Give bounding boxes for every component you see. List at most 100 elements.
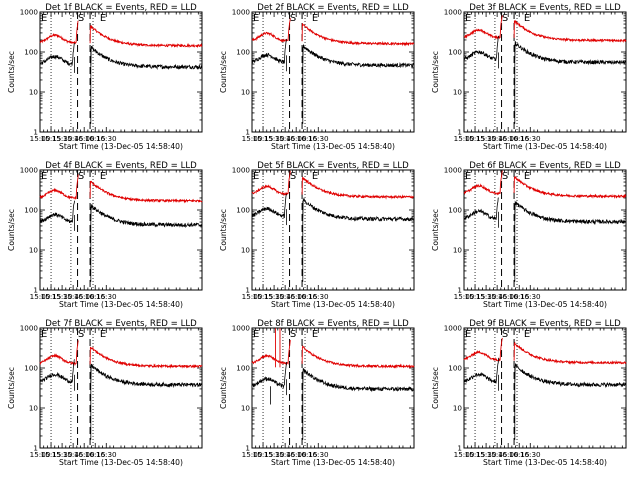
y-tick-label: 10 bbox=[453, 88, 463, 97]
x-tick-label: 16:15 bbox=[297, 450, 318, 459]
panel-9: Det 9f BLACK = Events, RED = LLD 1 10 100 10… bbox=[431, 319, 627, 467]
y-tick-label: 10 bbox=[453, 404, 463, 413]
plot-frame bbox=[251, 11, 415, 133]
x-axis-label: Start Time (13-Dec-05 14:58:40) bbox=[483, 300, 607, 309]
y-tick-label: 10 bbox=[241, 88, 251, 97]
panel-title: Det 5f BLACK = Events, RED = LLD bbox=[257, 161, 409, 171]
y-tick-label: 100 bbox=[448, 206, 462, 215]
panel-title: Det 3f BLACK = Events, RED = LLD bbox=[469, 3, 621, 13]
x-tick-label: 15:30 bbox=[476, 134, 497, 143]
y-tick-label: 1000 bbox=[20, 166, 39, 175]
x-axis-label: Start Time (13-Dec-05 14:58:40) bbox=[271, 300, 395, 309]
panel-title: Det 8f BLACK = Events, RED = LLD bbox=[257, 319, 409, 329]
x-tick-label: 16:30 bbox=[308, 134, 329, 143]
marker-e: E bbox=[253, 13, 259, 24]
marker-e: E bbox=[465, 13, 471, 24]
marker-s: S bbox=[502, 329, 508, 340]
y-tick-label: 10 bbox=[29, 88, 39, 97]
lld-series-line bbox=[251, 340, 415, 369]
events-series-line bbox=[251, 38, 415, 69]
x-tick-label: 15:00 bbox=[30, 134, 51, 143]
x-tick-label: 16:00 bbox=[286, 450, 307, 459]
marker-e: E bbox=[41, 13, 47, 24]
y-tick-label: 1000 bbox=[20, 8, 39, 17]
events-series-line bbox=[39, 359, 203, 389]
x-tick-label: 15:45 bbox=[275, 450, 296, 459]
y-tick-label: 1000 bbox=[444, 8, 463, 17]
lld-series-line bbox=[463, 170, 627, 199]
x-tick-label: 16:00 bbox=[74, 134, 95, 143]
marker-e: E bbox=[524, 13, 530, 24]
y-tick-label: 1000 bbox=[232, 324, 251, 333]
x-tick-label: 15:15 bbox=[465, 134, 486, 143]
x-tick-label: 15:15 bbox=[253, 450, 274, 459]
lld-series-line bbox=[39, 20, 203, 49]
x-tick-label: 16:15 bbox=[509, 450, 530, 459]
x-axis-label: Start Time (13-Dec-05 14:58:40) bbox=[271, 458, 395, 467]
panel-title: Det 6f BLACK = Events, RED = LLD bbox=[469, 161, 621, 171]
x-tick-label: 16:30 bbox=[520, 292, 541, 301]
x-axis-label: Start Time (13-Dec-05 14:58:40) bbox=[271, 142, 395, 151]
x-tick-label: 16:15 bbox=[297, 292, 318, 301]
events-series-line bbox=[39, 42, 203, 71]
x-tick-label: 16:30 bbox=[96, 450, 117, 459]
y-tick-label: 1000 bbox=[20, 324, 39, 333]
x-tick-label: 16:15 bbox=[297, 134, 318, 143]
x-tick-label: 15:15 bbox=[465, 450, 486, 459]
x-tick-label: 16:30 bbox=[96, 134, 117, 143]
y-tick-label: 1 bbox=[245, 444, 250, 453]
x-tick-label: 15:45 bbox=[63, 450, 84, 459]
x-tick-label: 15:30 bbox=[52, 292, 73, 301]
panel-title: Det 7f BLACK = Events, RED = LLD bbox=[45, 319, 197, 329]
marker-e: E bbox=[312, 13, 318, 24]
lld-series-line bbox=[251, 17, 415, 47]
x-tick-label: 15:45 bbox=[487, 450, 508, 459]
panel-3: Det 3f BLACK = Events, RED = LLD 1 10 100 10… bbox=[431, 3, 627, 151]
y-axis-label: Counts/sec bbox=[431, 367, 440, 409]
y-tick-label: 1 bbox=[33, 444, 38, 453]
lld-series-line bbox=[39, 174, 203, 204]
events-series-line bbox=[251, 193, 414, 222]
x-axis-label: Start Time (13-Dec-05 14:58:40) bbox=[483, 458, 607, 467]
x-tick-label: 15:45 bbox=[63, 134, 84, 143]
panel-5: Det 5f BLACK = Events, RED = LLD 1 10 100 10… bbox=[219, 161, 415, 309]
plot-frame bbox=[463, 169, 627, 291]
y-axis-label: Counts/sec bbox=[219, 367, 228, 409]
y-tick-label: 1 bbox=[245, 128, 250, 137]
marker-e: E bbox=[41, 329, 47, 340]
y-tick-label: 1000 bbox=[444, 324, 463, 333]
marker-e: E bbox=[465, 329, 471, 340]
y-tick-label: 1 bbox=[33, 128, 38, 137]
x-tick-label: 15:00 bbox=[242, 292, 263, 301]
marker-e: E bbox=[100, 13, 106, 24]
events-series-line bbox=[463, 197, 627, 226]
panel-6: Det 6f BLACK = Events, RED = LLD 1 10 100 10… bbox=[431, 161, 627, 309]
marker-s: S bbox=[290, 13, 296, 24]
x-tick-label: 16:30 bbox=[520, 450, 541, 459]
x-tick-label: 15:00 bbox=[454, 450, 475, 459]
marker-e: E bbox=[100, 329, 106, 340]
y-tick-label: 100 bbox=[236, 48, 250, 57]
marker-e: E bbox=[312, 171, 318, 182]
y-tick-label: 1000 bbox=[232, 8, 251, 17]
x-tick-label: 15:30 bbox=[476, 292, 497, 301]
panel-title: Det 1f BLACK = Events, RED = LLD bbox=[45, 3, 197, 13]
lld-series-line bbox=[463, 337, 627, 365]
y-tick-label: 1000 bbox=[232, 166, 251, 175]
marker-e: E bbox=[253, 171, 259, 182]
x-tick-label: 15:45 bbox=[275, 292, 296, 301]
panel-title: Det 9f BLACK = Events, RED = LLD bbox=[469, 319, 621, 329]
x-tick-label: 15:30 bbox=[264, 450, 285, 459]
x-tick-label: 16:00 bbox=[498, 134, 519, 143]
x-tick-label: 15:15 bbox=[253, 292, 274, 301]
y-tick-label: 1 bbox=[457, 128, 462, 137]
x-axis-label: Start Time (13-Dec-05 14:58:40) bbox=[483, 142, 607, 151]
marker-e: E bbox=[41, 171, 47, 182]
lld-series-line bbox=[251, 170, 415, 200]
x-tick-label: 16:00 bbox=[74, 450, 95, 459]
x-tick-label: 16:00 bbox=[498, 450, 519, 459]
x-tick-label: 16:15 bbox=[85, 450, 106, 459]
x-tick-label: 16:30 bbox=[308, 292, 329, 301]
plot-frame bbox=[39, 11, 203, 133]
